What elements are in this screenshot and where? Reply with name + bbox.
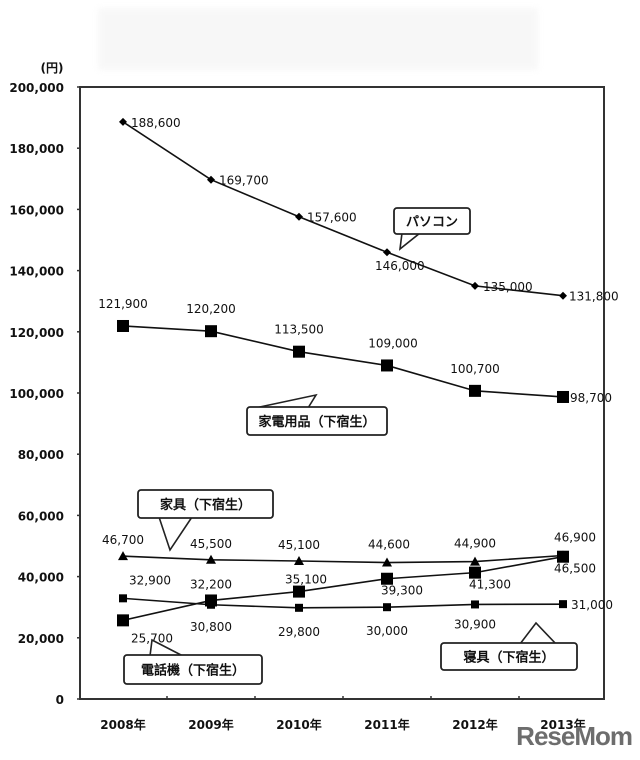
data-label: 121,900 xyxy=(98,297,148,311)
data-label: 39,300 xyxy=(381,584,423,598)
square-marker xyxy=(381,359,393,372)
data-label: 44,600 xyxy=(368,538,410,552)
data-label: 30,900 xyxy=(454,617,496,631)
data-label: 46,700 xyxy=(102,533,144,547)
square-marker xyxy=(381,572,393,585)
series-line xyxy=(122,121,564,297)
diamond-marker xyxy=(471,281,479,290)
data-label: 29,800 xyxy=(278,625,320,639)
data-label: 45,100 xyxy=(278,538,320,552)
data-label: 135,000 xyxy=(483,280,533,294)
square-marker xyxy=(557,390,569,403)
y-tick-label: 100,000 xyxy=(9,387,64,401)
square-marker xyxy=(469,384,481,397)
data-label: 30,800 xyxy=(190,620,232,634)
data-label: 32,900 xyxy=(129,573,171,587)
data-label: 25,700 xyxy=(131,631,173,645)
small-square-marker xyxy=(559,600,567,609)
data-label: 44,900 xyxy=(454,537,496,551)
square-marker xyxy=(293,585,305,598)
callout-pc-box xyxy=(393,207,471,235)
diamond-marker xyxy=(207,175,215,184)
series-line xyxy=(122,554,564,564)
data-label: 100,700 xyxy=(450,362,500,376)
x-tick-label: 2012年 xyxy=(452,717,497,732)
blurred-header-area xyxy=(98,8,538,70)
data-label: 31,000 xyxy=(571,598,613,612)
data-label: 120,200 xyxy=(186,302,236,316)
y-tick-label: 200,000 xyxy=(9,81,64,95)
y-tick-label: 20,000 xyxy=(18,632,64,646)
callout-telephone-box xyxy=(123,654,263,685)
watermark-logo: ReseMom xyxy=(516,721,633,751)
y-tick-label: 0 xyxy=(56,693,64,707)
callout-pc-text: パソコン xyxy=(406,215,458,230)
callout-furniture-box xyxy=(137,489,274,519)
data-label: 98,700 xyxy=(570,391,612,405)
data-label: 131,800 xyxy=(569,290,619,304)
x-tick-label: 2008年 xyxy=(100,717,145,732)
callout-telephone-text: 電話機（下宿生） xyxy=(141,663,245,679)
data-label: 30,000 xyxy=(366,624,408,638)
series-line xyxy=(122,597,564,609)
square-marker xyxy=(205,325,217,338)
data-label: 157,600 xyxy=(307,211,357,225)
x-tick-label: 2009年 xyxy=(188,717,233,732)
y-tick-label: 40,000 xyxy=(18,571,64,585)
small-square-marker xyxy=(471,600,479,609)
data-label: 169,700 xyxy=(219,174,269,188)
square-marker xyxy=(117,614,129,627)
data-label: 41,300 xyxy=(469,578,511,592)
triangle-marker xyxy=(206,554,216,564)
callout-furniture-text: 家具（下宿生） xyxy=(160,497,251,513)
triangle-marker xyxy=(118,551,128,561)
square-marker xyxy=(557,550,569,563)
series-line xyxy=(122,325,564,398)
data-label: 35,100 xyxy=(285,573,327,587)
diamond-marker xyxy=(559,291,567,300)
small-square-marker xyxy=(207,600,215,609)
small-square-marker xyxy=(295,603,303,612)
data-label: 46,900 xyxy=(554,530,596,544)
callout-appliances-text: 家電用品（下宿生） xyxy=(258,414,375,430)
data-label: 146,000 xyxy=(375,259,425,273)
square-marker xyxy=(293,345,305,358)
y-tick-label: 160,000 xyxy=(9,203,64,217)
y-tick-label: 80,000 xyxy=(18,448,64,462)
triangle-marker xyxy=(294,555,304,565)
data-label: 46,500 xyxy=(554,562,596,576)
diamond-marker xyxy=(119,117,127,126)
diamond-marker xyxy=(383,248,391,257)
callout-appliances-box xyxy=(246,406,388,436)
callout-pc-tail xyxy=(398,232,423,251)
triangle-marker xyxy=(470,556,480,566)
data-label: 45,500 xyxy=(190,537,232,551)
small-square-marker xyxy=(383,603,391,612)
y-tick-label: 60,000 xyxy=(18,509,64,523)
diamond-marker xyxy=(295,212,303,221)
x-tick-label: 2010年 xyxy=(276,717,321,732)
y-tick-label: 140,000 xyxy=(9,265,64,279)
callout-bedding-tail xyxy=(518,621,558,645)
data-label: 32,200 xyxy=(190,577,232,591)
square-marker xyxy=(469,566,481,579)
callout-bedding-box xyxy=(440,642,578,671)
small-square-marker xyxy=(119,594,127,603)
callout-appliances-tail xyxy=(254,393,318,409)
y-axis-unit-label: (円) xyxy=(41,61,64,75)
data-label: 113,500 xyxy=(274,323,324,337)
x-tick-label: 2013年 xyxy=(540,717,585,732)
data-label: 109,000 xyxy=(368,336,418,350)
y-tick-label: 120,000 xyxy=(9,326,64,340)
square-marker xyxy=(117,319,129,332)
triangle-marker xyxy=(382,557,392,567)
data-label: 188,600 xyxy=(131,116,181,130)
y-tick-label: 180,000 xyxy=(9,142,64,156)
x-tick-label: 2011年 xyxy=(364,717,409,732)
callout-furniture-tail xyxy=(157,516,194,552)
callout-bedding-text: 寝具（下宿生） xyxy=(463,650,554,666)
